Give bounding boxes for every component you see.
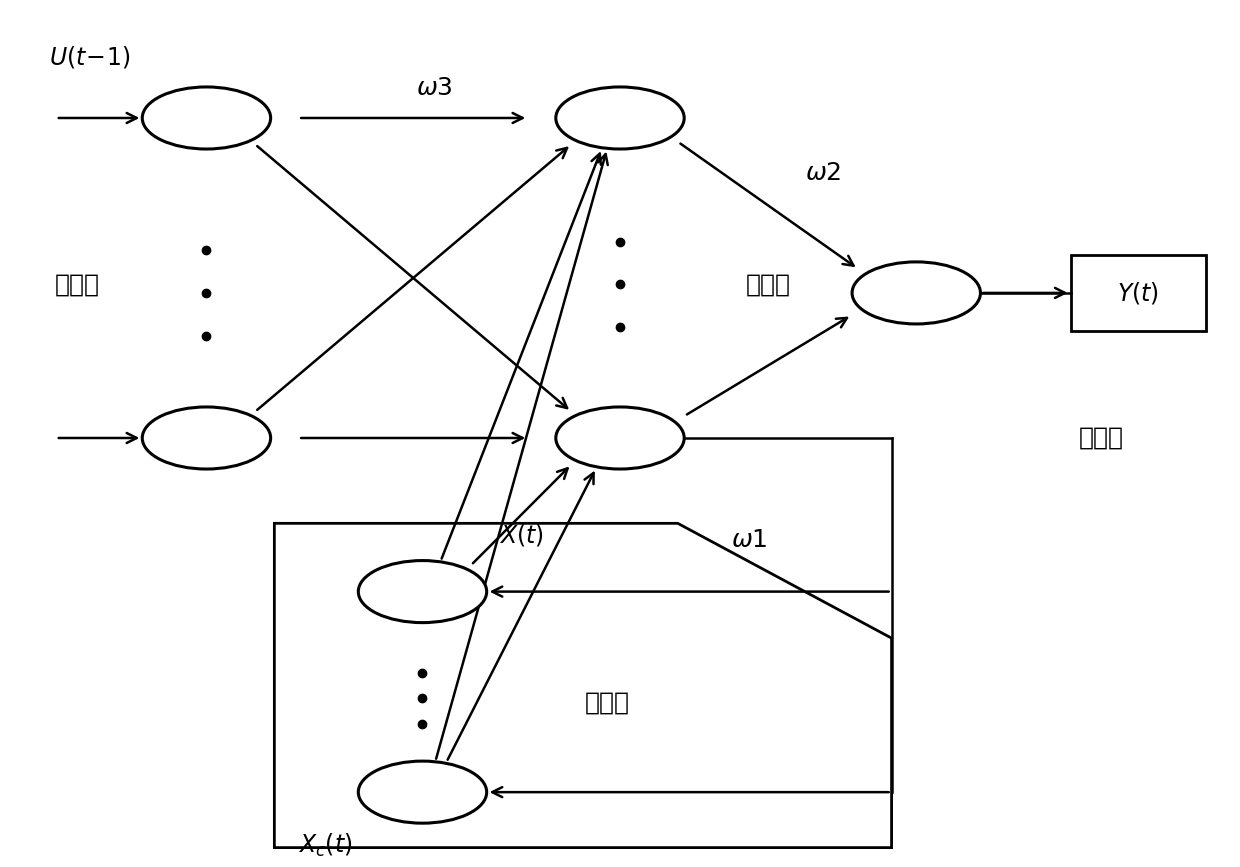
Ellipse shape <box>556 87 684 149</box>
Text: 承接层: 承接层 <box>585 690 630 714</box>
Ellipse shape <box>852 262 981 324</box>
Text: 输出层: 输出层 <box>1079 426 1123 450</box>
Text: $X_c(t)$: $X_c(t)$ <box>298 831 352 859</box>
Text: $X(t)$: $X(t)$ <box>498 522 544 548</box>
Text: $Y(t)$: $Y(t)$ <box>1117 280 1159 306</box>
Text: $U(t\!-\!1)$: $U(t\!-\!1)$ <box>48 44 130 70</box>
Ellipse shape <box>556 407 684 469</box>
Text: $\omega 2$: $\omega 2$ <box>805 161 842 186</box>
Text: 隐含层: 隐含层 <box>745 272 791 297</box>
Ellipse shape <box>143 407 270 469</box>
Text: $\omega 3$: $\omega 3$ <box>417 76 453 100</box>
Text: $\omega 1$: $\omega 1$ <box>732 528 768 552</box>
Ellipse shape <box>358 761 486 823</box>
Ellipse shape <box>358 561 486 623</box>
Text: 输入层: 输入层 <box>55 272 99 297</box>
Bar <box>1070 255 1207 331</box>
Ellipse shape <box>143 87 270 149</box>
